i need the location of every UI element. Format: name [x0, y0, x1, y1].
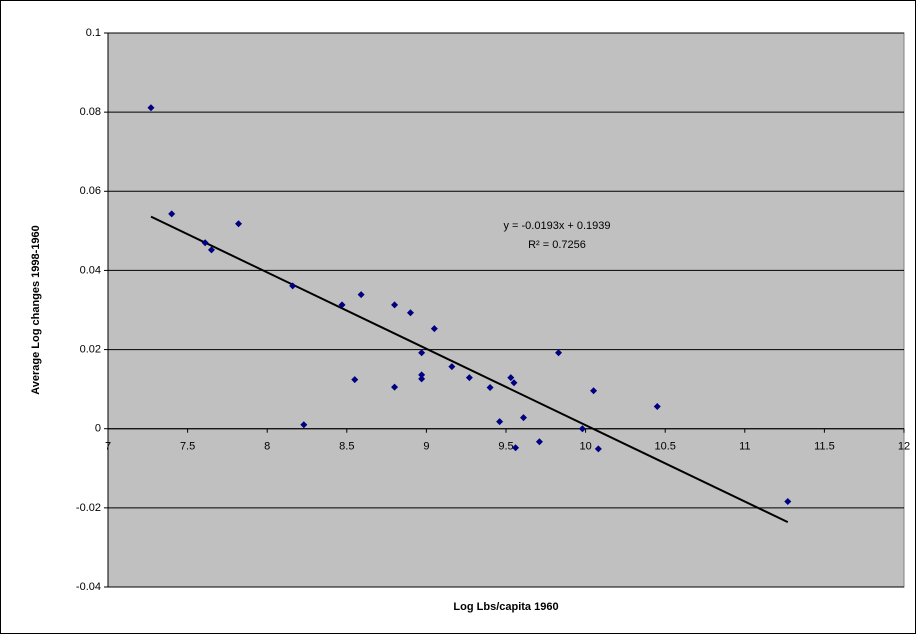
data-point	[465, 374, 473, 382]
data-point	[555, 349, 563, 357]
x-tick-label: 7.5	[180, 441, 195, 453]
x-tick-label: 10.5	[654, 441, 675, 453]
data-point	[338, 301, 346, 309]
data-point	[653, 403, 661, 411]
data-point	[418, 349, 426, 357]
x-tick-label: 9	[423, 441, 429, 453]
data-point	[784, 498, 792, 506]
y-tick-label: -0.04	[76, 581, 101, 593]
y-tick-label: 0.04	[80, 264, 101, 276]
data-point	[406, 309, 414, 317]
x-tick-label: 10	[579, 441, 591, 453]
data-point	[418, 375, 426, 383]
data-point	[512, 444, 520, 452]
data-point	[507, 374, 515, 382]
data-point	[357, 291, 365, 299]
data-point	[535, 438, 543, 446]
data-point	[590, 387, 598, 395]
data-point	[510, 379, 518, 387]
y-tick-label: 0.08	[80, 106, 101, 118]
data-point	[201, 239, 209, 247]
x-tick-label: 9.5	[498, 441, 513, 453]
data-point	[168, 210, 176, 218]
data-point	[594, 445, 602, 453]
x-tick-label: 8	[264, 441, 270, 453]
plot-area	[107, 32, 905, 588]
trendline	[150, 215, 789, 524]
trend-equation: y = -0.0193x + 0.1939	[503, 220, 610, 232]
y-tick-label: 0.1	[86, 27, 101, 39]
data-point	[289, 282, 297, 290]
y-tick-label: 0.02	[80, 343, 101, 355]
x-tick-label: 8.5	[339, 441, 354, 453]
data-point	[147, 104, 155, 112]
data-point	[207, 246, 215, 254]
data-point	[486, 384, 494, 392]
data-point	[448, 363, 456, 371]
x-axis-title: Log Lbs/capita 1960	[453, 601, 558, 613]
data-point	[418, 371, 426, 379]
x-tick-label: 12	[898, 441, 910, 453]
data-point	[235, 220, 243, 228]
y-tick-label: -0.02	[76, 502, 101, 514]
data-point	[391, 383, 399, 391]
data-point	[496, 418, 504, 426]
data-point	[391, 301, 399, 309]
y-tick-label: 0	[95, 423, 101, 435]
data-point	[578, 425, 586, 433]
data-point	[520, 414, 528, 422]
trend-r2: R² = 0.7256	[528, 239, 586, 251]
data-point	[300, 421, 308, 429]
data-point	[351, 376, 359, 384]
data-point	[430, 325, 438, 333]
x-tick-label: 11.5	[814, 441, 835, 453]
y-axis-title: Average Log changes 1998-1960	[30, 225, 42, 395]
x-tick-label: 11	[739, 441, 750, 453]
y-tick-label: 0.06	[80, 185, 101, 197]
x-tick-label: 7	[105, 441, 111, 453]
